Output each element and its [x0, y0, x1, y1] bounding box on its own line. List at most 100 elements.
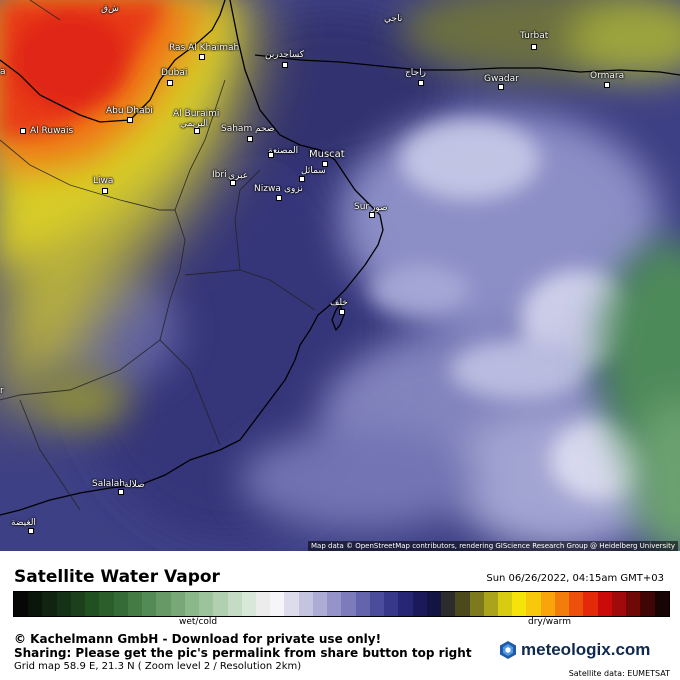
scale-swatch — [469, 592, 484, 616]
scale-swatch — [597, 592, 612, 616]
scale-swatch — [497, 592, 513, 616]
scale-swatch — [284, 592, 299, 616]
borders — [0, 0, 316, 511]
scale-swatch — [512, 592, 527, 616]
scale-swatch — [85, 592, 100, 616]
city-sur-ar: صور — [371, 203, 388, 213]
city-dot — [199, 54, 205, 60]
scale-swatch — [554, 592, 570, 616]
city-ormara: Ormara — [590, 71, 625, 81]
city-dot — [118, 489, 124, 495]
scale-swatch — [384, 592, 399, 616]
brand-logo-link[interactable]: meteologix.com — [498, 640, 650, 660]
brand-name: meteologix.com — [521, 640, 651, 659]
coastline — [0, 0, 680, 516]
city-dot — [276, 195, 282, 201]
city-dot — [194, 128, 200, 134]
city-dot — [28, 528, 34, 534]
scale-swatch — [127, 592, 143, 616]
scale-swatch — [369, 592, 385, 616]
city-ibri-ar: عبري — [228, 171, 249, 181]
scale-swatch — [255, 592, 271, 616]
city-dubai: Dubai — [161, 68, 188, 78]
city-dot — [531, 44, 537, 50]
city-kajin: كساجدربن — [265, 50, 305, 60]
city-al-ruwais: Al Ruwais — [30, 126, 74, 136]
color-scale — [13, 591, 670, 617]
scale-swatch — [70, 592, 86, 616]
scale-swatch — [199, 592, 214, 616]
city-dot — [369, 212, 375, 218]
city-al-buraimi-ar: البريمي — [180, 119, 209, 129]
city-al-buraimi: Al Buraimi — [173, 109, 220, 119]
meteologix-hexagon-icon — [500, 641, 516, 659]
scale-label-wet: wet/cold — [179, 617, 218, 627]
city-edge-left-mid: r — [0, 386, 4, 396]
satellite-map[interactable]: ش‌ق ناجي Turbat Ras Al Khaimah كساجدربن … — [0, 0, 680, 551]
city-dot — [282, 62, 288, 68]
city-liwa: Liwa — [93, 176, 114, 186]
city-dot — [102, 188, 108, 194]
city-samail: سمائل — [301, 166, 326, 176]
satellite-source: Satellite data: EUMETSAT — [568, 669, 670, 678]
scale-swatch — [341, 592, 356, 616]
scale-swatch — [14, 592, 29, 616]
city-salalah-ar: صلالة — [124, 480, 145, 490]
city-al-ghaydah: الغيضة — [11, 518, 36, 528]
scale-swatch — [28, 592, 43, 616]
sharing-notice: Sharing: Please get the pic's permalink … — [14, 646, 472, 660]
city-saham: Saham — [221, 124, 253, 134]
city-rahaj: راجاج — [405, 68, 426, 78]
city-dot — [167, 80, 173, 86]
scale-swatch — [441, 592, 456, 616]
city-dot — [247, 136, 253, 142]
scale-swatch — [227, 592, 242, 616]
scale-swatch — [213, 592, 228, 616]
city-muscat: Muscat — [309, 149, 345, 160]
scale-swatch — [626, 592, 641, 616]
city-edge-left-top: a — [0, 67, 6, 77]
scale-swatch — [654, 592, 669, 616]
city-dot — [299, 176, 305, 182]
city-turbat: Turbat — [520, 31, 549, 41]
scale-swatch — [640, 592, 655, 616]
scale-swatch — [327, 592, 342, 616]
scale-swatch — [99, 592, 114, 616]
scale-swatch — [483, 592, 498, 616]
scale-swatch — [270, 592, 285, 616]
city-saham-ar: صحم — [255, 124, 275, 134]
scale-swatch — [184, 592, 200, 616]
product-title: Satellite Water Vapor — [14, 567, 220, 587]
scale-swatch — [569, 592, 584, 616]
city-dot — [418, 80, 424, 86]
scale-swatch — [398, 592, 413, 616]
city-dot — [339, 309, 345, 315]
city-nizwa-ar: نزوى — [284, 184, 303, 194]
scale-swatch — [156, 592, 171, 616]
scale-swatch — [142, 592, 157, 616]
timestamp: Sun 06/26/2022, 04:15am GMT+03 — [486, 573, 664, 584]
scale-swatch — [412, 592, 427, 616]
city-al-musanaa: المصنعة — [268, 146, 299, 156]
scale-swatch — [56, 592, 71, 616]
city-dot — [322, 161, 328, 167]
scale-swatch — [426, 592, 442, 616]
map-attribution[interactable]: Map data © OpenStreetMap contributors, r… — [308, 541, 678, 551]
city-dot — [604, 82, 610, 88]
city-gwadar: Gwadar — [484, 74, 519, 84]
city-ras-al-khaimah: Ras Al Khaimah — [169, 43, 240, 53]
scale-swatch — [355, 592, 370, 616]
scale-swatch — [611, 592, 627, 616]
copyright-notice: © Kachelmann GmbH - Download for private… — [14, 632, 382, 646]
city-dot — [268, 152, 274, 158]
scale-swatch — [526, 592, 541, 616]
water-vapor-imagery — [0, 0, 680, 551]
city-sur: Sur — [354, 202, 370, 212]
city-najih: ناجي — [384, 14, 403, 24]
scale-label-dry: dry/warm — [528, 617, 571, 627]
scale-swatch — [540, 592, 555, 616]
city-ibri: Ibri — [212, 170, 227, 180]
scale-swatch — [42, 592, 57, 616]
city-shiq: ش‌ق — [101, 4, 119, 14]
city-abu-dhabi: Abu Dhabi — [106, 106, 153, 116]
